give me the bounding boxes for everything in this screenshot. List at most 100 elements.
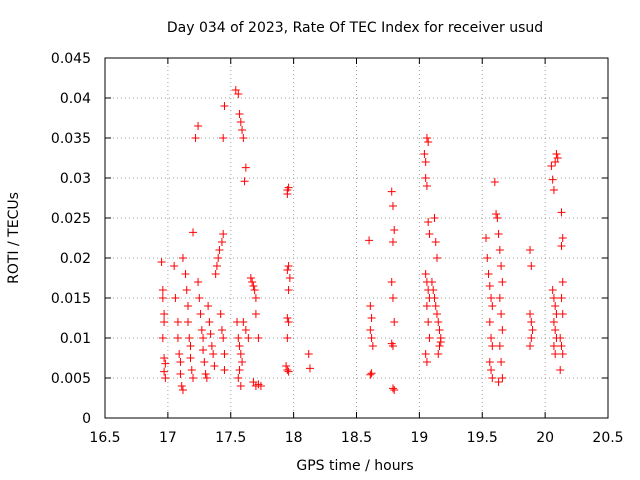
data-point <box>553 154 562 162</box>
data-point <box>219 134 228 142</box>
data-point <box>202 374 211 382</box>
data-point <box>548 175 557 184</box>
chart-title: Day 034 of 2023, Rate Of TEC Index for r… <box>167 20 543 36</box>
data-point <box>551 326 560 334</box>
data-point <box>487 294 496 302</box>
data-point <box>284 262 293 270</box>
data-point <box>211 270 220 278</box>
y-tick-label: 0.03 <box>60 171 91 187</box>
data-point <box>368 342 377 350</box>
data-point <box>212 262 221 270</box>
data-point <box>201 370 210 378</box>
data-point <box>158 286 167 294</box>
data-point <box>421 158 430 166</box>
data-point <box>205 318 214 326</box>
data-point <box>176 370 185 378</box>
data-point <box>485 358 494 366</box>
data-point <box>170 262 179 270</box>
data-point <box>434 350 443 358</box>
data-point <box>492 210 501 218</box>
x-tick-label: 20.5 <box>592 430 623 446</box>
data-point <box>558 278 567 286</box>
data-point <box>249 282 258 290</box>
data-point <box>434 318 443 326</box>
x-tick-label: 18.5 <box>341 430 372 446</box>
data-point <box>498 374 507 382</box>
y-tick-label: 0.005 <box>51 371 91 387</box>
data-point <box>235 366 244 374</box>
data-point <box>488 374 497 382</box>
data-point <box>160 354 169 362</box>
data-point <box>390 226 399 234</box>
data-point <box>186 342 195 350</box>
x-tick-label: 17.5 <box>215 430 246 446</box>
data-point <box>558 350 567 358</box>
data-point <box>160 367 169 376</box>
data-point <box>157 258 166 266</box>
data-point <box>497 358 506 366</box>
data-point <box>485 318 494 326</box>
data-point <box>204 302 213 310</box>
data-point <box>366 370 375 379</box>
data-point <box>427 278 436 286</box>
data-point <box>183 302 192 310</box>
data-point <box>304 350 313 358</box>
data-point <box>284 318 293 326</box>
data-point <box>236 382 245 390</box>
data-point <box>210 362 219 370</box>
data-point <box>158 334 167 342</box>
data-point <box>283 190 292 198</box>
data-point <box>173 318 182 326</box>
data-point <box>551 302 560 310</box>
data-point <box>495 342 504 350</box>
data-point <box>549 294 558 302</box>
data-point <box>195 294 204 302</box>
data-point <box>498 278 507 286</box>
data-point <box>488 342 497 350</box>
data-point <box>388 202 397 210</box>
data-point <box>495 246 504 254</box>
data-point <box>171 294 180 302</box>
y-axis-label: ROTI / TECUs <box>6 192 22 284</box>
data-point <box>424 218 433 226</box>
data-point <box>425 334 434 342</box>
data-point <box>557 294 566 302</box>
data-point <box>220 350 229 358</box>
data-point <box>432 254 441 262</box>
data-point <box>526 342 535 350</box>
data-point <box>189 228 198 237</box>
data-point <box>558 234 567 242</box>
data-point <box>219 230 228 238</box>
data-point <box>251 310 260 318</box>
y-tick-label: 0.01 <box>60 331 91 347</box>
x-tick-label: 19 <box>410 430 428 446</box>
data-point <box>186 354 195 362</box>
data-point <box>183 318 192 326</box>
data-point <box>196 310 205 318</box>
data-point <box>284 367 293 376</box>
y-tick-label: 0.015 <box>51 291 91 307</box>
data-point <box>235 110 244 118</box>
data-point <box>158 294 167 302</box>
data-point <box>160 318 169 326</box>
data-point <box>388 294 397 302</box>
data-point <box>390 318 399 326</box>
data-point <box>435 326 444 334</box>
x-axis-label: GPS time / hours <box>296 458 413 474</box>
data-point <box>178 254 187 262</box>
data-point <box>421 174 430 182</box>
data-point <box>284 286 293 294</box>
data-point <box>284 183 293 192</box>
y-tick-label: 0.035 <box>51 131 91 147</box>
data-point <box>498 326 507 334</box>
data-point <box>556 366 565 374</box>
data-point <box>191 134 200 142</box>
data-point <box>557 342 566 350</box>
data-point <box>161 374 170 382</box>
data-point <box>422 302 431 310</box>
data-point <box>388 384 397 393</box>
data-point <box>173 334 182 342</box>
data-point <box>485 282 494 290</box>
data-point <box>430 214 439 222</box>
